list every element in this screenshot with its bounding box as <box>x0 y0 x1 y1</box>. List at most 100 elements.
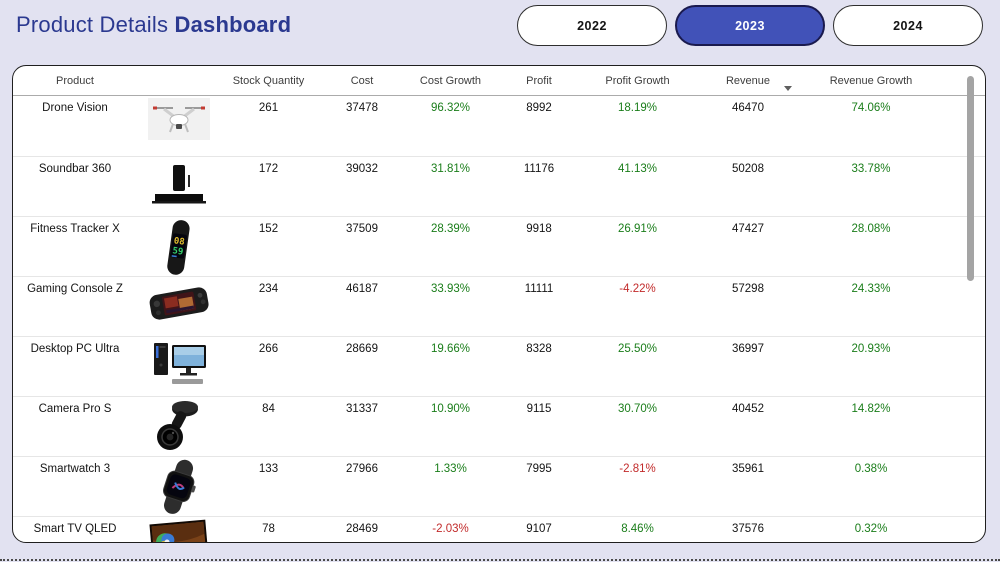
profit-growth-value: 30.70% <box>617 403 657 415</box>
profit-growth-value: 41.13% <box>617 163 657 175</box>
revenue-value: 57298 <box>732 283 764 295</box>
revenue-value: 47427 <box>732 223 764 235</box>
product-name: Gaming Console Z <box>27 283 123 295</box>
tv-icon <box>149 519 209 542</box>
gaming-console-icon <box>149 287 209 320</box>
profit-value: 8992 <box>526 102 552 114</box>
year-button-2022[interactable]: 2022 <box>517 5 667 46</box>
fitness-tracker-icon: 08 59 <box>167 220 190 275</box>
revenue-growth-value: 74.06% <box>851 102 891 114</box>
page-title: Product Details Dashboard <box>16 12 291 38</box>
profit-growth-value: -2.81% <box>619 463 656 475</box>
product-name: Drone Vision <box>42 102 108 114</box>
svg-text:59: 59 <box>172 246 184 257</box>
cost-value: 39032 <box>346 163 378 175</box>
year-filter-group: 2022 2023 2024 <box>517 5 983 46</box>
table-scrollbar-thumb[interactable] <box>967 76 974 281</box>
table-row[interactable]: Smartwatch 3 133 27966 1.33% 7995 -2.8 <box>13 456 985 516</box>
profit-value: 8328 <box>526 343 552 355</box>
cost-growth-value: 1.33% <box>434 463 467 475</box>
revenue-growth-value: 28.08% <box>851 223 891 235</box>
table-row[interactable]: Smart TV QLED 78 28469 - <box>13 516 985 542</box>
product-name: Soundbar 360 <box>38 163 112 175</box>
table-row[interactable]: Soundbar 360 172 39032 31.81% 11176 41.1… <box>13 156 985 216</box>
drone-icon <box>148 98 210 140</box>
revenue-value: 37576 <box>732 523 764 535</box>
profit-growth-value: 18.19% <box>617 102 657 114</box>
profit-value: 9107 <box>526 523 552 535</box>
cost-growth-value: 96.32% <box>430 102 470 114</box>
column-header-profit-growth[interactable]: Profit Growth <box>605 75 670 87</box>
column-header-product[interactable]: Product <box>56 75 94 87</box>
profit-growth-value: 26.91% <box>617 223 657 235</box>
cost-value: 28469 <box>346 523 378 535</box>
profit-value: 9115 <box>526 403 552 415</box>
year-button-2023[interactable]: 2023 <box>675 5 825 46</box>
profit-growth-value: -4.22% <box>619 283 656 295</box>
desktop-pc-icon <box>154 343 206 384</box>
profit-growth-value: 25.50% <box>617 343 657 355</box>
revenue-value: 40452 <box>732 403 764 415</box>
canvas-guide-dotted-line <box>0 559 1000 561</box>
column-header-revenue-growth[interactable]: Revenue Growth <box>829 75 913 87</box>
cost-value: 27966 <box>346 463 378 475</box>
year-button-2024[interactable]: 2024 <box>833 5 983 46</box>
soundbar-icon <box>152 165 206 204</box>
page-title-bold: Dashboard <box>174 12 292 37</box>
cost-value: 37509 <box>346 223 378 235</box>
stock-quantity-value: 84 <box>262 403 275 415</box>
revenue-growth-value: 14.82% <box>851 403 891 415</box>
table-row[interactable]: Fitness Tracker X 08 59 152 37509 28.39%… <box>13 216 985 276</box>
product-name: Desktop PC Ultra <box>30 343 120 355</box>
profit-value: 11176 <box>523 163 555 175</box>
stock-quantity-value: 172 <box>258 163 279 175</box>
revenue-value: 46470 <box>732 102 764 114</box>
stock-quantity-value: 152 <box>258 223 279 235</box>
stock-quantity-value: 234 <box>258 283 279 295</box>
table-row[interactable]: Drone Vision 261 37478 96.32% <box>13 96 985 156</box>
column-header-stock-quantity[interactable]: Stock Quantity <box>232 75 305 87</box>
profit-value: 7995 <box>526 463 552 475</box>
table-row[interactable]: Gaming Console Z 234 <box>13 276 985 336</box>
cost-value: 31337 <box>346 403 378 415</box>
svg-text:08: 08 <box>173 236 185 247</box>
table-row[interactable]: Camera Pro S 84 31337 10.90% 9115 30.70%… <box>13 396 985 456</box>
sort-descending-icon <box>784 86 792 91</box>
stock-quantity-value: 133 <box>258 463 279 475</box>
product-name: Camera Pro S <box>38 403 112 415</box>
cost-value: 28669 <box>346 343 378 355</box>
cost-value: 37478 <box>346 102 378 114</box>
revenue-growth-value: 0.32% <box>854 523 888 535</box>
page-title-regular: Product Details <box>16 12 169 37</box>
product-name: Fitness Tracker X <box>30 223 120 235</box>
profit-value: 11111 <box>524 283 554 295</box>
table-header-row: Product Stock Quantity Cost Cost Growth … <box>13 66 985 96</box>
stock-quantity-value: 261 <box>258 102 279 114</box>
column-header-profit[interactable]: Profit <box>526 75 552 87</box>
revenue-value: 50208 <box>732 163 764 175</box>
revenue-growth-value: 20.93% <box>851 343 891 355</box>
cost-value: 46187 <box>346 283 378 295</box>
product-name: Smart TV QLED <box>33 523 117 535</box>
table-row[interactable]: Desktop PC Ultra 266 28669 19.66% <box>13 336 985 396</box>
column-header-revenue[interactable]: Revenue <box>690 66 806 95</box>
camera-icon <box>157 401 198 450</box>
smartwatch-icon <box>162 459 196 514</box>
product-table-card: Product Stock Quantity Cost Cost Growth … <box>12 65 986 543</box>
stock-quantity-value: 266 <box>258 343 279 355</box>
column-header-image <box>137 66 221 95</box>
cost-growth-value: 33.93% <box>430 283 470 295</box>
cost-growth-value: -2.03% <box>432 523 469 535</box>
cost-growth-value: 19.66% <box>430 343 470 355</box>
cost-growth-value: 10.90% <box>430 403 470 415</box>
revenue-value: 35961 <box>732 463 764 475</box>
profit-value: 9918 <box>526 223 552 235</box>
revenue-growth-value: 24.33% <box>851 283 891 295</box>
revenue-growth-value: 33.78% <box>851 163 891 175</box>
profit-growth-value: 8.46% <box>621 523 654 535</box>
cost-growth-value: 28.39% <box>430 223 470 235</box>
stock-quantity-value: 78 <box>262 523 275 535</box>
column-header-cost-growth[interactable]: Cost Growth <box>419 75 482 87</box>
column-header-cost[interactable]: Cost <box>350 75 374 87</box>
